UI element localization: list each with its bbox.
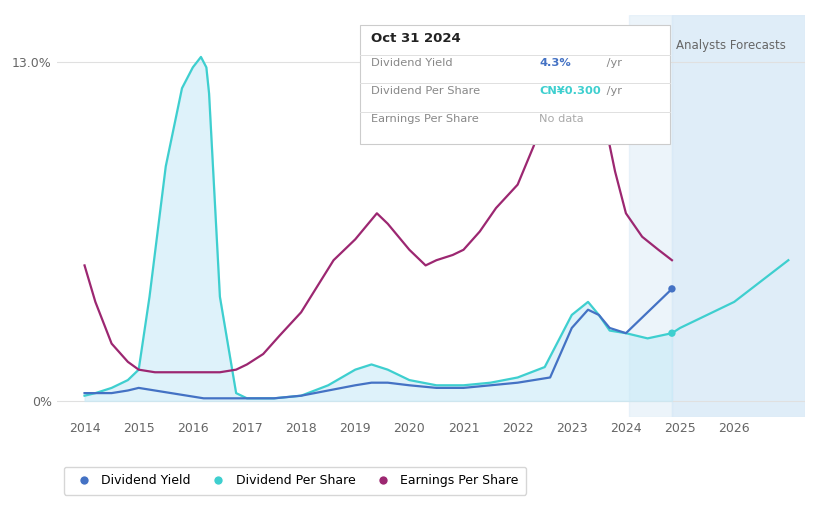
Bar: [672, 15, 805, 417]
Point: [665, 285, 678, 293]
Text: 4.3%: 4.3%: [539, 58, 571, 68]
Point: [665, 329, 678, 337]
Text: Analysts Forecasts: Analysts Forecasts: [676, 39, 786, 52]
Text: CN¥0.300: CN¥0.300: [539, 86, 601, 97]
FancyBboxPatch shape: [360, 25, 670, 144]
Text: Dividend Per Share: Dividend Per Share: [371, 86, 480, 97]
Text: /yr: /yr: [603, 58, 621, 68]
Bar: [629, 15, 672, 417]
Legend: Dividend Yield, Dividend Per Share, Earnings Per Share: Dividend Yield, Dividend Per Share, Earn…: [64, 466, 526, 495]
Text: /yr: /yr: [603, 86, 621, 97]
Text: Past: Past: [644, 39, 668, 52]
Text: Oct 31 2024: Oct 31 2024: [371, 33, 461, 46]
Text: No data: No data: [539, 114, 584, 124]
Text: Earnings Per Share: Earnings Per Share: [371, 114, 479, 124]
Text: Dividend Yield: Dividend Yield: [371, 58, 453, 68]
